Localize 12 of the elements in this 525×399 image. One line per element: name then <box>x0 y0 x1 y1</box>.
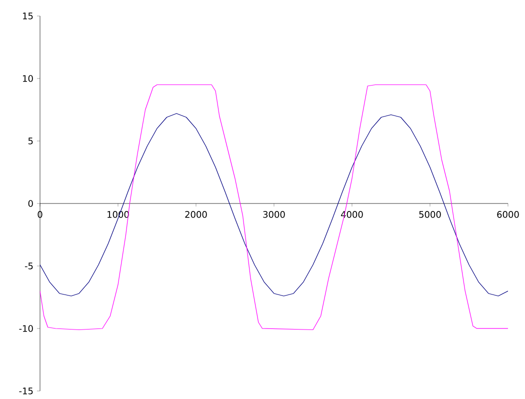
x-tick-label: 2000 <box>185 211 207 218</box>
y-tick-label: -10 <box>19 325 33 332</box>
y-tick-label: 0 <box>28 200 33 207</box>
x-tick-label: 3000 <box>263 211 285 218</box>
y-tick-label: 5 <box>28 138 33 144</box>
y-tick-label: -5 <box>24 262 33 270</box>
y-tick-label: 10 <box>23 75 33 82</box>
x-tick-label: 0 <box>38 211 42 218</box>
y-tick-label: 15 <box>23 12 33 20</box>
x-tick-label: 5000 <box>419 211 441 218</box>
x-tick-label: 6000 <box>497 211 519 218</box>
y-tick-label: -15 <box>19 388 33 394</box>
